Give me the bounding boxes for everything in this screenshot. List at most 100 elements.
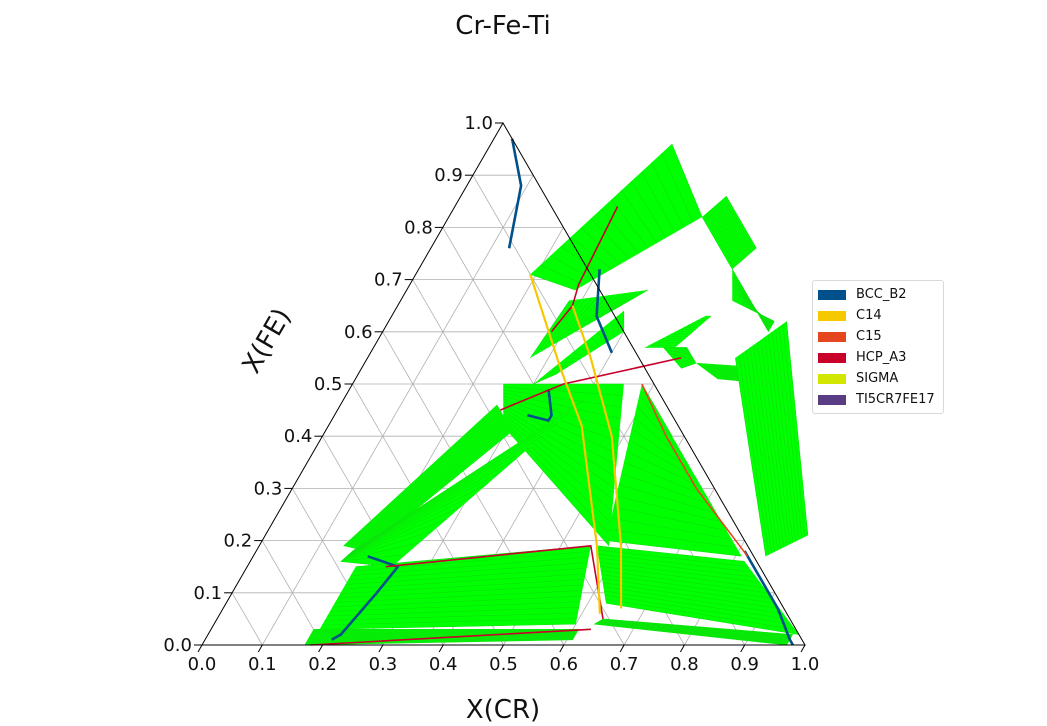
legend-swatch bbox=[818, 331, 846, 342]
tie-line bbox=[503, 416, 613, 512]
x-tick bbox=[378, 644, 384, 653]
grid-line bbox=[261, 540, 323, 646]
x-tick bbox=[559, 644, 565, 653]
tie-line bbox=[503, 410, 615, 489]
tie-line bbox=[605, 598, 796, 630]
tie-line bbox=[598, 553, 753, 573]
tie-line bbox=[669, 352, 691, 356]
x-tick bbox=[800, 644, 806, 653]
legend-swatch bbox=[818, 352, 846, 363]
tie-line bbox=[590, 218, 630, 259]
tie-line bbox=[732, 282, 772, 328]
tie-line bbox=[598, 557, 757, 578]
legend-item-bcc-b2: BCC_B2 bbox=[813, 284, 943, 305]
x-tick-label: 0.5 bbox=[489, 654, 518, 675]
tie-line bbox=[530, 300, 570, 359]
x-tick bbox=[499, 644, 504, 653]
grid-line bbox=[412, 279, 625, 646]
tie-line bbox=[598, 621, 790, 641]
tie-line bbox=[355, 419, 507, 550]
tie-line bbox=[349, 435, 544, 554]
tie-line bbox=[764, 336, 791, 545]
y-tick-label: 0.4 bbox=[284, 426, 313, 447]
tie-line bbox=[617, 316, 620, 335]
tie-line bbox=[713, 206, 745, 259]
phase-boundary-bcc-b2 bbox=[527, 389, 553, 422]
tie-line bbox=[778, 326, 803, 539]
phase-boundary-hcp-a3 bbox=[550, 206, 619, 333]
x-tick bbox=[740, 644, 746, 653]
tie-line bbox=[335, 590, 583, 603]
tie-line bbox=[641, 383, 673, 437]
tie-line bbox=[503, 386, 623, 396]
tie-line-region bbox=[605, 384, 742, 557]
tie-line bbox=[343, 518, 448, 559]
tie-line bbox=[603, 590, 788, 620]
tie-line bbox=[503, 419, 612, 523]
tie-line bbox=[706, 212, 738, 265]
tie-line bbox=[602, 578, 776, 604]
x-tick bbox=[438, 644, 444, 653]
tie-line bbox=[786, 321, 809, 536]
tie-line bbox=[701, 216, 733, 270]
phase-boundary-hcp-a3 bbox=[499, 357, 682, 411]
tie-line bbox=[503, 407, 616, 477]
legend-label: SIGMA bbox=[856, 371, 899, 386]
tie-line bbox=[675, 358, 694, 363]
tie-line bbox=[322, 618, 577, 626]
tie-line bbox=[349, 412, 502, 548]
tie-line bbox=[717, 203, 749, 256]
tie-line bbox=[672, 354, 692, 359]
tie-line bbox=[760, 339, 788, 546]
tie-line bbox=[347, 470, 503, 556]
tie-line bbox=[344, 506, 461, 559]
tie-line bbox=[358, 423, 509, 550]
tie-line bbox=[306, 637, 575, 642]
tie-line bbox=[594, 292, 632, 322]
axis-ticks: 0.0 0.1 0.2 0.3 0.4 0.5 0.6 0.7 0.8 0.9 1.0 0.0 0.1 0… bbox=[163, 113, 819, 675]
tie-line bbox=[636, 406, 683, 454]
tie-line bbox=[775, 329, 800, 540]
tie-line bbox=[342, 542, 420, 561]
x-tick-label: 1.0 bbox=[791, 654, 820, 675]
tie-line bbox=[599, 620, 791, 639]
tie-line-region bbox=[503, 384, 624, 546]
tie-line bbox=[595, 622, 789, 644]
y-tick-label: 0.8 bbox=[404, 217, 433, 238]
legend-label: C14 bbox=[856, 308, 882, 323]
tie-line bbox=[601, 619, 793, 637]
tie-line bbox=[352, 399, 585, 552]
tie-line bbox=[503, 404, 617, 466]
tie-line bbox=[600, 570, 768, 594]
legend: BCC_B2 C14 C15 HCP_A3 SIGMA TI5CR7FE17 bbox=[812, 280, 944, 414]
legend-item-c15: C15 bbox=[813, 326, 943, 347]
tie-line bbox=[666, 350, 690, 353]
legend-swatch bbox=[818, 310, 846, 321]
tie-line bbox=[753, 344, 782, 549]
tie-line bbox=[343, 404, 498, 547]
x-tick bbox=[318, 644, 324, 653]
tie-line bbox=[346, 408, 500, 547]
y-tick-label: 0.7 bbox=[374, 270, 403, 291]
x-tick-label: 0.6 bbox=[549, 654, 578, 675]
tie-line bbox=[732, 289, 773, 326]
tie-line bbox=[725, 195, 757, 249]
tie-line bbox=[677, 359, 695, 365]
tie-line bbox=[547, 298, 587, 349]
tie-line bbox=[344, 406, 499, 547]
tie-line bbox=[353, 417, 505, 549]
tie-line bbox=[602, 618, 793, 635]
tie-line bbox=[613, 506, 727, 531]
tie-line bbox=[621, 473, 712, 506]
x-tick bbox=[679, 644, 685, 653]
tie-line bbox=[503, 413, 614, 500]
tie-line bbox=[594, 623, 788, 645]
tie-line bbox=[349, 447, 530, 555]
x-tick bbox=[619, 644, 625, 653]
tie-line bbox=[539, 370, 563, 380]
tie-line bbox=[722, 198, 754, 252]
tie-line bbox=[757, 342, 785, 548]
tie-line bbox=[641, 171, 676, 233]
y-tick-label: 0.9 bbox=[434, 165, 463, 186]
